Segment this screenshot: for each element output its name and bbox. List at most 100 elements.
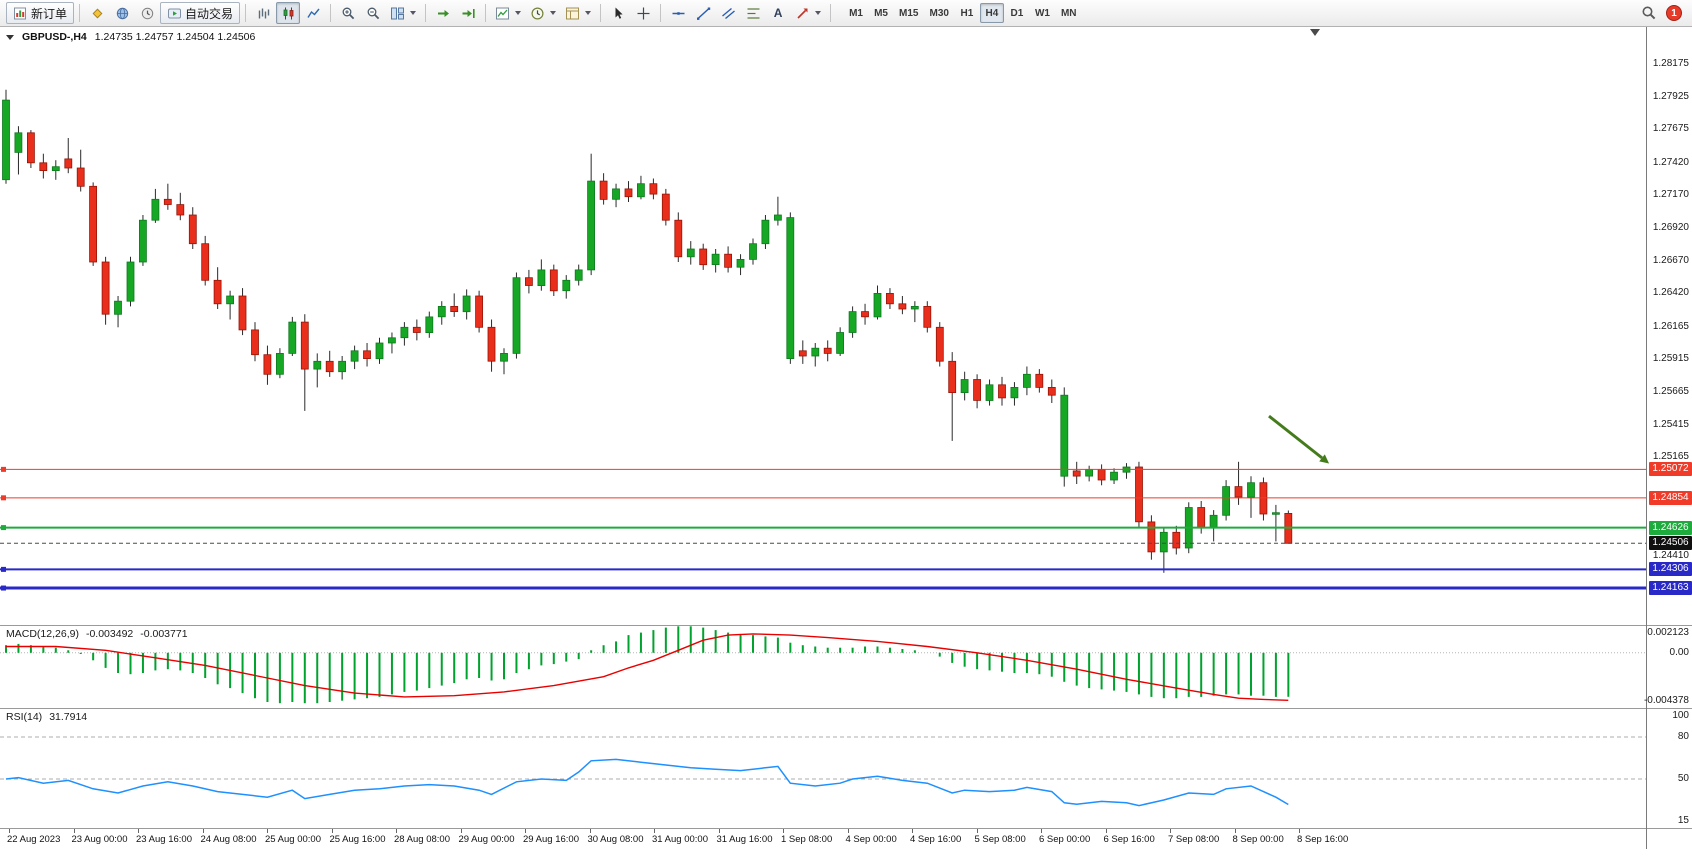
arrow-annotation[interactable] (1268, 414, 1323, 460)
time-axis-label: 23 Aug 16:00 (136, 834, 192, 845)
level-handle[interactable] (1, 525, 6, 531)
macd-value: -0.003492 (85, 628, 134, 640)
macd-chart[interactable] (0, 626, 1646, 708)
rsi-label: RSI(14) 31.7914 (6, 711, 87, 723)
time-axis-tick (331, 829, 333, 833)
time-axis-label: 23 Aug 00:00 (71, 834, 128, 845)
auto-trading-label: 自动交易 (185, 6, 234, 21)
arrow-head-icon (1319, 454, 1330, 464)
search-button[interactable] (1637, 2, 1661, 24)
timeframe-m30[interactable]: M30 (929, 7, 949, 19)
zoom-in-button[interactable] (336, 2, 360, 24)
main-toolbar: 新订单 自动交易 (0, 0, 1692, 27)
time-axis-label: 7 Sep 08:00 (1168, 834, 1220, 845)
candle (960, 379, 969, 394)
candle (226, 295, 235, 305)
time-axis-tick (525, 829, 526, 833)
rsi-axis-label: 100 (1672, 710, 1689, 721)
profile-button[interactable] (110, 2, 134, 24)
periods-button[interactable] (526, 2, 560, 24)
toolbar-separator (245, 4, 247, 22)
trendline-button[interactable] (691, 2, 715, 24)
level-handle[interactable] (1, 566, 6, 572)
line-chart-button[interactable] (301, 2, 325, 24)
time-axis-label: 4 Sep 00:00 (845, 834, 897, 845)
candlestick-chart[interactable] (0, 27, 1646, 625)
history-button[interactable] (135, 2, 159, 24)
bar-chart-button[interactable] (251, 2, 275, 24)
timeframe-m15[interactable]: M15 (899, 7, 919, 19)
timeframe-w1[interactable]: W1 (1034, 7, 1050, 19)
templates-button[interactable] (561, 2, 595, 24)
candle (114, 300, 122, 315)
toolbar-separator (425, 4, 427, 22)
candle (1147, 521, 1156, 553)
price-axis-label: 1.25415 (1652, 418, 1689, 430)
level-handle[interactable] (1, 466, 6, 472)
timeframe-h4[interactable]: H4 (979, 3, 1004, 23)
time-axis-tick (912, 829, 913, 833)
crosshair-button[interactable] (631, 2, 655, 24)
symbol-dropdown-icon[interactable] (6, 34, 14, 40)
horizontal-line-button[interactable] (666, 2, 690, 24)
time-axis-label: 25 Aug 00:00 (265, 834, 321, 845)
candle (126, 261, 135, 302)
candle (562, 279, 571, 292)
candle (163, 198, 172, 205)
candle (1172, 531, 1181, 549)
candle (288, 321, 297, 354)
time-axis[interactable]: 22 Aug 2023 23 Aug 00:00 23 Aug 16:00 24 Au… (0, 829, 1646, 849)
timeframe-d1[interactable]: D1 (1010, 7, 1024, 19)
price-axis[interactable]: 1.28175 1.27925 1.27675 1.27420 1.27170 1.269… (1644, 27, 1692, 849)
chart-ohlc: 1.24735 1.24757 1.24504 1.24506 (94, 31, 256, 43)
rsi-chart[interactable] (0, 709, 1646, 828)
time-axis-label: 22 Aug 2023 (7, 834, 61, 845)
channel-button[interactable] (716, 2, 740, 24)
candle (886, 292, 894, 305)
price-axis-label: 1.25165 (1652, 451, 1689, 463)
level-handle[interactable] (1, 585, 6, 591)
history-clock-icon (141, 7, 153, 19)
time-axis-label: 31 Aug 16:00 (716, 834, 773, 845)
candlestick-chart-button[interactable] (276, 2, 301, 24)
candle (188, 214, 197, 245)
time-axis-tick (1041, 829, 1042, 833)
text-tool-button[interactable]: A (766, 2, 790, 24)
timeframe-h1[interactable]: H1 (960, 7, 974, 19)
candle (525, 277, 533, 286)
auto-scroll-button[interactable] (431, 2, 455, 24)
panel-separator[interactable] (0, 708, 1692, 709)
candle (811, 347, 820, 357)
level-handle[interactable] (1, 495, 6, 501)
candle (749, 243, 757, 260)
arrows-tool-button[interactable] (791, 2, 825, 24)
toolbar-separator (660, 4, 662, 22)
new-order-button[interactable]: 新订单 (6, 2, 75, 24)
cursor-button[interactable] (606, 2, 630, 24)
price-axis-label: 1.26165 (1652, 320, 1689, 332)
price-axis-label: 1.25915 (1652, 353, 1689, 365)
timeframe-m1[interactable]: M1 (849, 7, 863, 19)
zoom-out-button[interactable] (361, 2, 385, 24)
tile-windows-button[interactable] (386, 2, 420, 24)
panel-separator[interactable] (0, 625, 1692, 626)
candle (1247, 482, 1255, 498)
indicators-button[interactable] (491, 2, 525, 24)
candle (500, 352, 508, 362)
timeframe-mn[interactable]: MN (1060, 7, 1077, 19)
timeframe-m5[interactable]: M5 (874, 7, 888, 19)
favorites-button[interactable] (85, 2, 109, 24)
time-axis-tick (460, 829, 462, 833)
notification-badge[interactable]: 1 (1666, 5, 1682, 21)
candle (39, 162, 48, 172)
auto-trading-button[interactable]: 自动交易 (160, 2, 241, 24)
time-axis-label: 5 Sep 08:00 (974, 834, 1026, 845)
chevron-down-icon (585, 11, 592, 15)
candle (661, 193, 670, 221)
time-axis-tick (73, 829, 75, 833)
candle (1159, 531, 1168, 553)
fibonacci-button[interactable] (741, 2, 765, 24)
candle (89, 185, 97, 263)
toolbar-separator (600, 4, 602, 22)
chart-shift-button[interactable] (456, 2, 480, 24)
